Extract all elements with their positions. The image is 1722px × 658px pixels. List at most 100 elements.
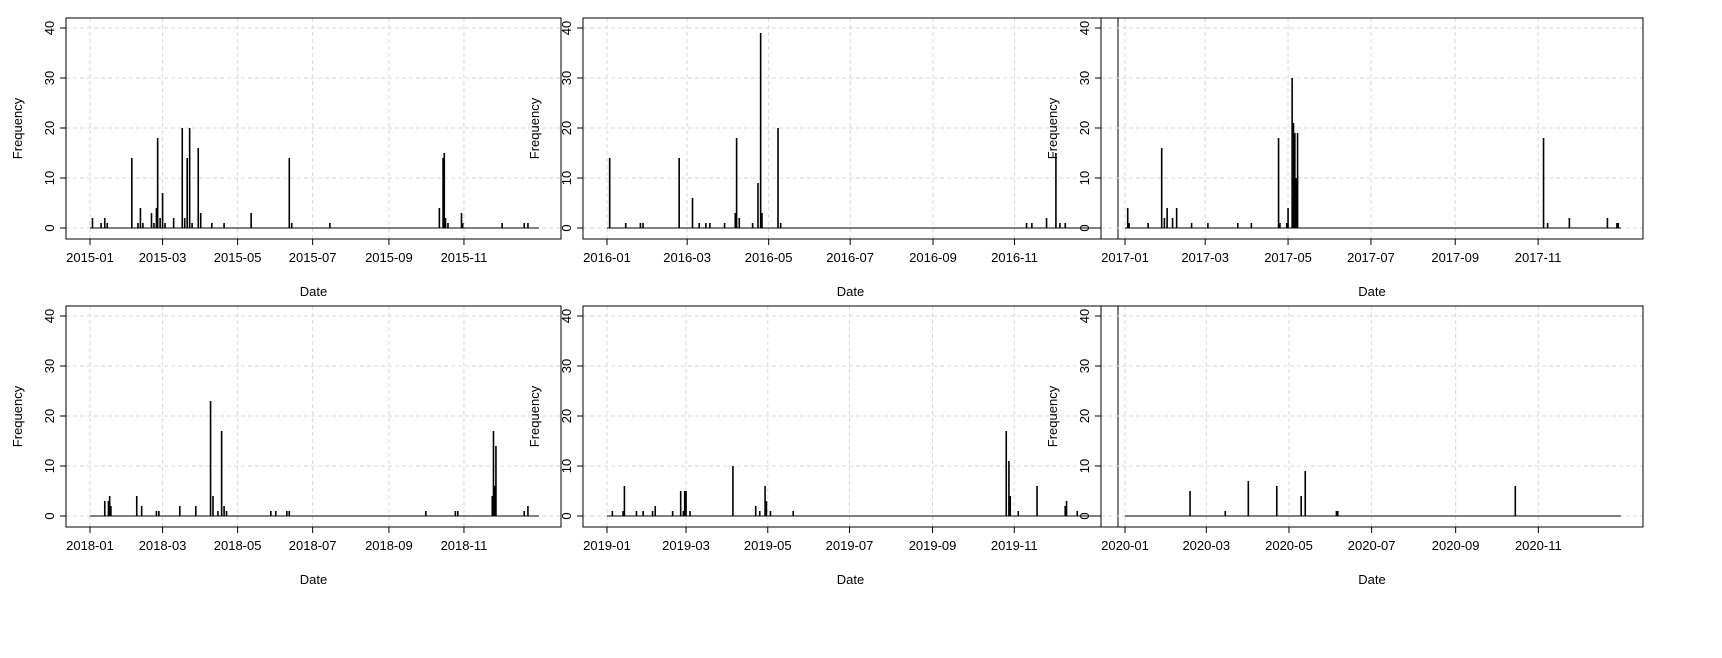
x-tick-label: 2019-03 bbox=[662, 538, 710, 553]
bar-2015-01-13 bbox=[103, 218, 106, 228]
bar-2019-03-01 bbox=[685, 491, 687, 516]
x-tick-label: 2016-11 bbox=[991, 250, 1038, 265]
bar-2017-05-01 bbox=[1287, 208, 1289, 228]
bar-2019-02-27 bbox=[682, 511, 685, 516]
x-tick-label: 2016-09 bbox=[909, 250, 957, 265]
bar-2015-02-09 bbox=[137, 223, 139, 228]
bar-2017-11-08 bbox=[1546, 223, 1549, 228]
bar-2017-04-24 bbox=[1277, 138, 1280, 228]
bar-2017-05-04 bbox=[1291, 78, 1293, 228]
y-axis-title: Frequency bbox=[10, 385, 25, 447]
x-tick-label: 2019-05 bbox=[744, 538, 792, 553]
bar-2016-12-05 bbox=[1059, 223, 1061, 228]
x-tick-label: 2018-07 bbox=[289, 538, 337, 553]
y-tick-label: 0 bbox=[1077, 512, 1092, 519]
bar-2019-01-14 bbox=[623, 486, 626, 516]
panel-2017: 0 10 20 30 40 2017-01 2017-03 2017-05 2017-07 201… bbox=[1045, 17, 1644, 299]
bar-2019-12-10 bbox=[1065, 501, 1068, 516]
x-axis-title: Date bbox=[837, 284, 864, 299]
bar-2018-10-01 bbox=[425, 511, 427, 516]
bar-2017-02-05 bbox=[1171, 218, 1174, 228]
bar-2018-02-26 bbox=[158, 511, 160, 516]
x-tick-label: 2019-11 bbox=[991, 538, 1038, 553]
x-tick-label: 2018-01 bbox=[66, 538, 114, 553]
bar-2017-04-04 bbox=[1250, 223, 1253, 228]
bar-2019-01-28 bbox=[642, 511, 644, 516]
bar-2019-11-04 bbox=[1017, 511, 1020, 516]
bar-2015-06-12 bbox=[288, 158, 291, 228]
bar-2015-03-25 bbox=[191, 223, 193, 228]
y-tick-label: 10 bbox=[42, 459, 57, 473]
x-tick-label: 2017-11 bbox=[1515, 250, 1562, 265]
bar-2019-02-19 bbox=[671, 511, 674, 516]
bar-2015-01-03 bbox=[91, 218, 94, 228]
bar-2017-01-04 bbox=[1128, 223, 1130, 228]
bar-2020-04-22 bbox=[1275, 486, 1278, 516]
bar-2018-04-22 bbox=[225, 511, 228, 516]
bar-2018-06-10 bbox=[286, 511, 288, 516]
bar-2017-05-06 bbox=[1294, 133, 1296, 228]
bar-2017-11-24 bbox=[1568, 218, 1571, 228]
y-tick-label: 20 bbox=[559, 121, 574, 135]
bar-2019-10-28 bbox=[1008, 461, 1010, 516]
y-axis-title: Frequency bbox=[1045, 97, 1060, 159]
x-axis-title: Date bbox=[300, 572, 327, 587]
bar-2016-03-18 bbox=[709, 223, 711, 228]
bar-2018-01-18 bbox=[110, 506, 112, 516]
bar-2019-04-30 bbox=[765, 501, 768, 516]
y-axis-title: Frequency bbox=[527, 385, 542, 447]
bar-2015-10-16 bbox=[443, 153, 446, 228]
y-tick-label: 40 bbox=[42, 309, 57, 323]
x-tick-label: 2015-01 bbox=[66, 250, 114, 265]
bar-2015-10-15 bbox=[442, 158, 444, 228]
bar-2016-03-15 bbox=[705, 223, 707, 228]
y-tick-label: 10 bbox=[42, 171, 57, 185]
bar-2016-04-25 bbox=[759, 33, 762, 228]
bar-2018-06-12 bbox=[288, 511, 291, 516]
y-tick-label: 0 bbox=[42, 512, 57, 519]
bar-2016-01-03 bbox=[608, 158, 611, 228]
bar-2016-12-09 bbox=[1064, 223, 1067, 228]
bar-2018-04-11 bbox=[212, 496, 214, 516]
bar-2018-02-24 bbox=[155, 511, 158, 516]
y-tick-label: 30 bbox=[42, 71, 57, 85]
y-axis-title: Frequency bbox=[10, 97, 25, 159]
bar-2019-05-03 bbox=[769, 511, 772, 516]
bar-2017-02-01 bbox=[1166, 208, 1168, 228]
bar-2015-02-27 bbox=[159, 218, 161, 228]
bar-2018-10-27 bbox=[457, 511, 459, 516]
x-tick-label: 2015-05 bbox=[214, 250, 262, 265]
bar-2019-01-23 bbox=[635, 511, 638, 516]
bar-2016-04-09 bbox=[738, 218, 741, 228]
y-tick-label: 0 bbox=[42, 224, 57, 231]
y-tick-label: 40 bbox=[559, 21, 574, 35]
y-tick-label: 0 bbox=[559, 512, 574, 519]
x-axis-title: Date bbox=[300, 284, 327, 299]
bar-2015-12-23 bbox=[527, 223, 529, 228]
bar-2020-06-05 bbox=[1335, 511, 1338, 516]
bar-2015-10-31 bbox=[461, 223, 464, 228]
y-tick-label: 30 bbox=[1077, 71, 1092, 85]
bar-2019-02-06 bbox=[654, 506, 657, 516]
bar-2015-10-19 bbox=[447, 223, 449, 228]
bar-2019-02-25 bbox=[679, 491, 682, 516]
bar-2016-03-29 bbox=[723, 223, 726, 228]
y-tick-label: 30 bbox=[42, 359, 57, 373]
bar-2015-03-10 bbox=[172, 218, 175, 228]
bar-2018-11-27 bbox=[495, 446, 497, 516]
bar-2016-02-24 bbox=[678, 158, 680, 228]
bar-2018-04-20 bbox=[223, 506, 225, 516]
x-tick-label: 2020-11 bbox=[1515, 538, 1562, 553]
y-tick-label: 30 bbox=[1077, 359, 1092, 373]
bar-2017-12-29 bbox=[1616, 223, 1618, 228]
x-tick-label: 2015-03 bbox=[139, 250, 187, 265]
bar-2018-05-28 bbox=[270, 511, 272, 516]
bar-2015-02-25 bbox=[156, 138, 159, 228]
bar-2019-04-29 bbox=[764, 486, 766, 516]
x-tick-label: 2018-03 bbox=[139, 538, 187, 553]
bar-2016-01-28 bbox=[642, 223, 644, 228]
bar-2016-03-10 bbox=[698, 223, 700, 228]
bar-2017-01-18 bbox=[1147, 223, 1149, 228]
